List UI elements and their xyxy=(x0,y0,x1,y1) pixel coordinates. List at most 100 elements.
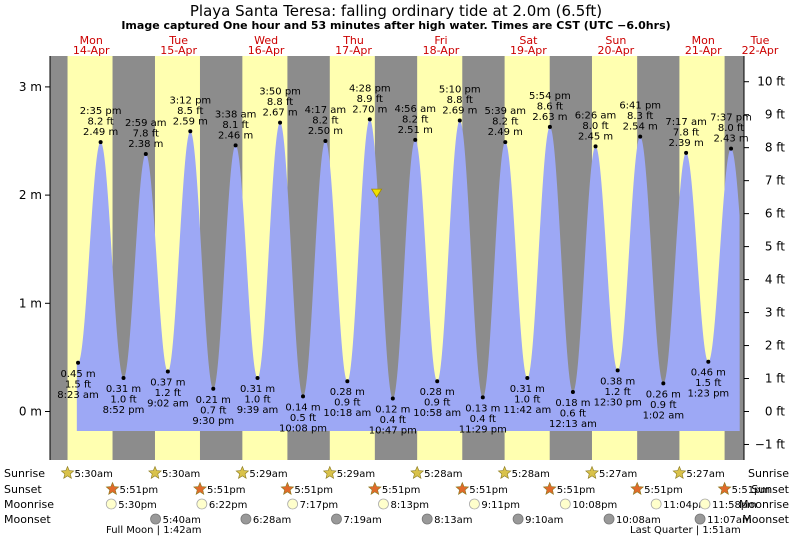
sunrise-icon xyxy=(148,465,162,479)
high-tide-label: 6:41 pm xyxy=(619,101,661,112)
low-tide-label: 11:29 pm xyxy=(459,424,507,435)
high-tide-label: 2.59 m xyxy=(173,116,208,127)
sunrise-icon xyxy=(60,465,75,479)
sunrise-time: 5:29am xyxy=(337,469,375,480)
high-tide-dot xyxy=(503,140,508,145)
high-tide-dot xyxy=(593,144,598,149)
high-tide-label: 7:17 am xyxy=(665,117,707,128)
sunrise-icon xyxy=(497,465,512,479)
high-tide-dot xyxy=(457,118,462,123)
day-date: 15-Apr xyxy=(160,44,197,57)
low-tide-label: 1.5 ft xyxy=(65,379,91,390)
sunrise-time: 5:27am xyxy=(686,469,724,480)
day-name: Sat xyxy=(519,34,538,47)
moonrise-row-label-right: Moonrise xyxy=(739,498,789,511)
high-tide-dot xyxy=(367,117,372,122)
low-tide-label: 0.31 m xyxy=(510,384,545,395)
tide-area xyxy=(76,119,740,431)
high-tide-dot xyxy=(98,140,103,145)
low-tide-label: 0.38 m xyxy=(600,376,635,387)
high-tide-label: 7:37 pm xyxy=(710,113,752,124)
high-tide-label: 4:56 am xyxy=(394,104,436,115)
high-tide-label: 2.63 m xyxy=(532,112,567,123)
low-tide-label: 0.18 m xyxy=(555,398,590,409)
moonrise-icon xyxy=(650,498,662,510)
high-tide-label: 8.2 ft xyxy=(87,117,113,128)
high-tide-label: 8.1 ft xyxy=(222,120,248,131)
low-tide-dot xyxy=(661,381,666,386)
sunset-time: 5:51pm xyxy=(732,485,771,496)
right-tick-label: −1 ft xyxy=(755,437,786,451)
sunset-time: 5:51pm xyxy=(644,485,683,496)
day-name: Sun xyxy=(605,34,626,47)
high-tide-label: 8.2 ft xyxy=(492,117,518,128)
high-tide-label: 8.8 ft xyxy=(267,97,293,108)
moonrise-icon xyxy=(469,498,480,510)
low-tide-label: 1.2 ft xyxy=(155,388,181,399)
high-tide-label: 2.46 m xyxy=(218,130,253,141)
high-tide-dot xyxy=(729,146,734,151)
moonset-icon xyxy=(150,513,161,525)
right-tick-label: 3 ft xyxy=(765,306,785,320)
right-tick-label: 9 ft xyxy=(765,108,785,122)
low-tide-label: 0.31 m xyxy=(240,384,275,395)
day-name: Wed xyxy=(254,34,278,47)
high-tide-label: 8.2 ft xyxy=(312,116,338,127)
sunrise-time: 5:28am xyxy=(424,469,462,480)
low-tide-label: 11:42 am xyxy=(503,405,551,416)
day-date: 16-Apr xyxy=(248,44,285,57)
day-name: Tue xyxy=(168,34,188,47)
high-tide-label: 2.49 m xyxy=(83,127,118,138)
tide-labels: 0.45 m1.5 ft8:23 am2:35 pm8.2 ft2.49 m0.… xyxy=(57,83,752,436)
low-tide-dot xyxy=(121,375,126,380)
sunset-icon xyxy=(455,481,470,495)
sunset-icon xyxy=(193,481,207,495)
high-tide-label: 8.0 ft xyxy=(718,123,744,134)
day-date: 18-Apr xyxy=(423,44,460,57)
low-tide-dot xyxy=(390,396,395,401)
sunset-time: 5:51pm xyxy=(294,485,333,496)
moonset-icon xyxy=(694,513,706,525)
sunrise-time: 5:27am xyxy=(599,469,637,480)
sunset-time: 5:51pm xyxy=(557,485,596,496)
moonrise-time: 6:22pm xyxy=(209,500,248,511)
low-tide-label: 0.14 m xyxy=(285,402,320,413)
high-tide-label: 8.5 ft xyxy=(177,106,203,117)
moonset-icon xyxy=(512,513,524,525)
sunrise-row-label-right: Sunrise xyxy=(748,467,789,480)
sunrise-icon xyxy=(672,465,687,479)
low-tide-dot xyxy=(435,379,440,384)
low-tide-label: 10:18 am xyxy=(323,408,371,419)
high-tide-label: 3:50 pm xyxy=(259,87,301,98)
day-name: Fri xyxy=(434,34,447,47)
right-tick-label: 6 ft xyxy=(765,207,785,221)
low-tide-label: 0.21 m xyxy=(196,395,231,406)
low-tide-dot xyxy=(165,369,170,374)
low-tide-label: 10:58 am xyxy=(413,408,461,419)
high-tide-dot xyxy=(547,124,552,129)
right-tick-label: 8 ft xyxy=(765,141,785,155)
moonset-time: 5:40am xyxy=(163,515,201,526)
high-tide-label: 4:28 pm xyxy=(349,83,391,94)
high-tide-label: 8.6 ft xyxy=(537,101,563,112)
low-tide-label: 0.13 m xyxy=(465,403,500,414)
high-tide-dot xyxy=(143,151,148,156)
sunrise-icon xyxy=(322,465,337,479)
moonset-icon xyxy=(603,513,615,525)
low-tide-label: 0.9 ft xyxy=(334,398,360,409)
sunset-icon xyxy=(280,481,295,495)
plot-area xyxy=(50,56,744,460)
high-tide-label: 6:26 am xyxy=(575,110,617,121)
high-tide-label: 5:39 am xyxy=(485,106,527,117)
high-tide-dot xyxy=(638,134,643,139)
sunset-icon xyxy=(105,481,120,495)
sunrise-time: 5:30am xyxy=(162,469,200,480)
sunset-icon xyxy=(630,481,645,495)
low-tide-label: 0.12 m xyxy=(375,405,410,416)
left-tick-label: 3 m xyxy=(19,80,42,94)
low-tide-label: 1:02 am xyxy=(643,410,685,421)
sunset-icon xyxy=(367,481,382,495)
moonrise-time: 11:04pm xyxy=(663,500,708,511)
moonset-icon xyxy=(240,513,252,525)
right-tick-label: 2 ft xyxy=(765,339,785,353)
